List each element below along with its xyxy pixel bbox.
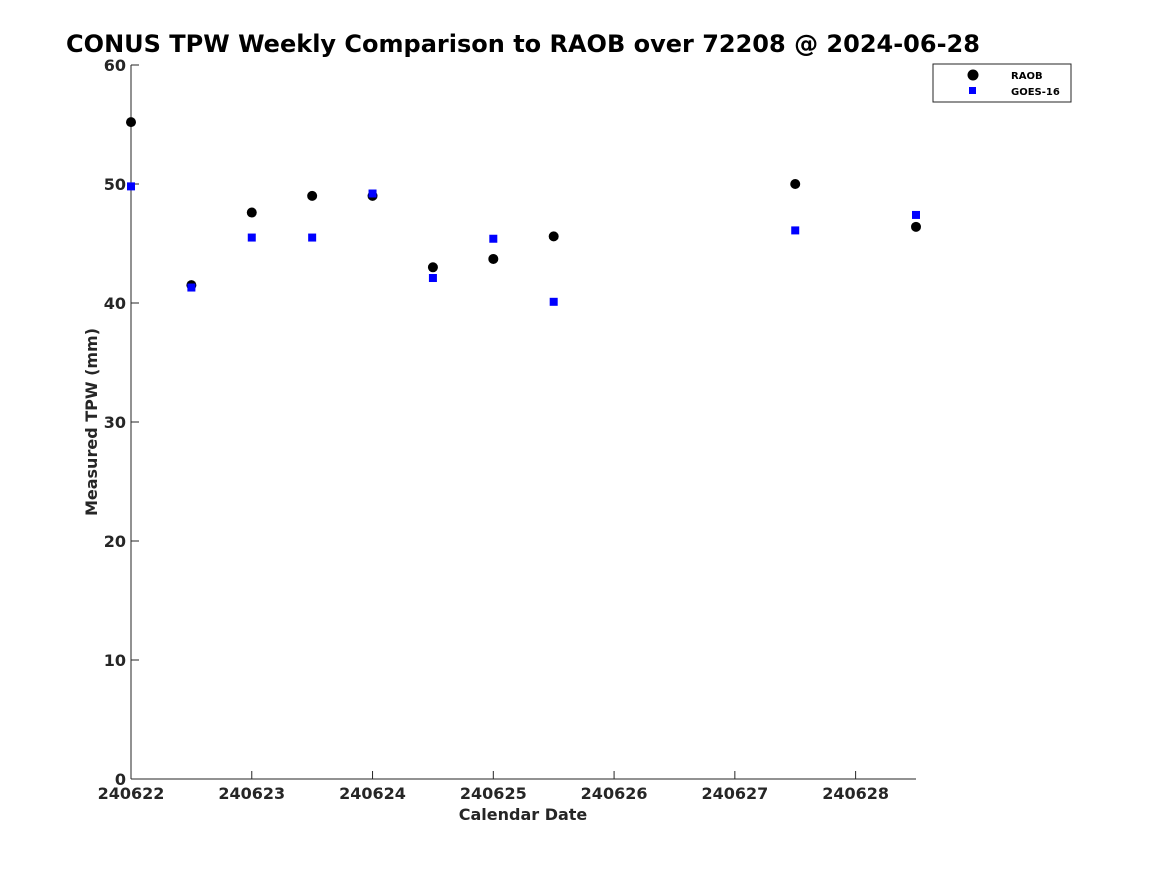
legend-label-raob: RAOB [1011, 71, 1043, 82]
point-goes-16 [791, 226, 800, 235]
legend-marker-goes16 [969, 87, 976, 94]
point-raob [427, 262, 438, 273]
x-tick-label: 240622 [98, 784, 165, 803]
point-raob [488, 253, 499, 264]
point-goes-16 [428, 274, 437, 283]
x-tick-label: 240628 [822, 784, 889, 803]
point-raob [307, 190, 318, 201]
point-goes-16 [308, 233, 317, 242]
point-raob [911, 221, 921, 232]
y-tick-label: 60 [104, 56, 126, 75]
y-tick-label: 0 [115, 770, 126, 789]
point-raob [126, 117, 136, 128]
point-goes-16 [187, 283, 196, 292]
point-goes-16 [247, 233, 256, 242]
legend-marker-raob [967, 69, 979, 81]
legend: RAOB GOES-16 [932, 63, 1072, 103]
point-raob [246, 207, 257, 218]
point-goes-16 [912, 210, 920, 219]
y-tick-label: 40 [104, 294, 126, 313]
legend-box [932, 63, 1072, 103]
point-goes-16 [368, 189, 377, 198]
point-goes-16 [127, 182, 135, 191]
x-tick-label: 240623 [218, 784, 285, 803]
axes [130, 65, 916, 780]
point-raob [790, 179, 801, 189]
x-axis-label: Calendar Date [459, 805, 588, 824]
data-points [126, 117, 921, 306]
x-ticks: 240622 240623 240624 240625 240626 240627 2406… [98, 771, 889, 803]
legend-label-goes16: GOES-16 [1011, 87, 1060, 98]
point-goes-16 [549, 297, 558, 306]
x-tick-label: 240624 [339, 784, 406, 803]
y-axis-label: Measured TPW (mm) [82, 328, 101, 516]
x-tick-label: 240625 [460, 784, 527, 803]
y-tick-label: 20 [104, 532, 126, 551]
y-tick-label: 10 [104, 651, 126, 670]
x-tick-label: 240627 [701, 784, 768, 803]
point-goes-16 [489, 234, 498, 243]
x-tick-label: 240626 [581, 784, 648, 803]
point-raob [548, 231, 559, 242]
y-ticks: 0 10 20 30 40 50 60 [104, 56, 139, 789]
y-tick-label: 30 [104, 413, 126, 432]
y-tick-label: 50 [104, 175, 126, 194]
chart-title: CONUS TPW Weekly Comparison to RAOB over… [66, 30, 980, 58]
